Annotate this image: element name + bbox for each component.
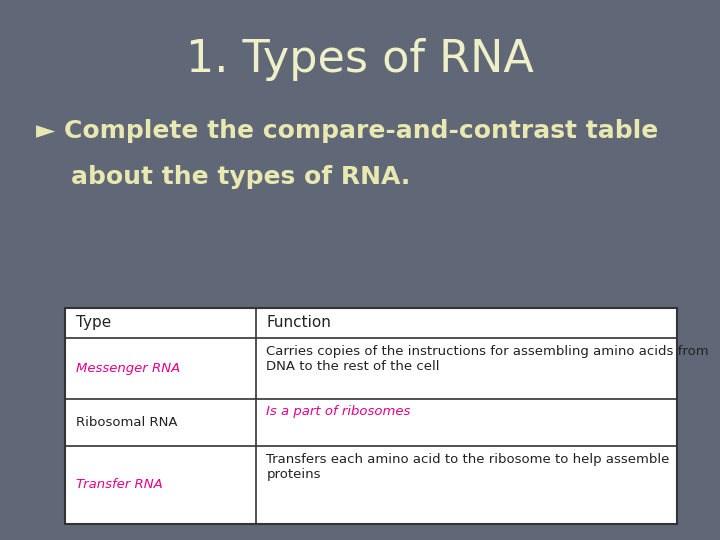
Text: Ribosomal RNA: Ribosomal RNA — [76, 416, 177, 429]
Text: Is a part of ribosomes: Is a part of ribosomes — [266, 405, 411, 418]
Text: 1. Types of RNA: 1. Types of RNA — [186, 38, 534, 81]
Text: Messenger RNA: Messenger RNA — [76, 362, 180, 375]
Text: Transfer RNA: Transfer RNA — [76, 478, 162, 491]
Text: ► Complete the compare-and-contrast table: ► Complete the compare-and-contrast tabl… — [36, 119, 658, 143]
Bar — [65, 308, 677, 524]
Text: about the types of RNA.: about the types of RNA. — [36, 165, 410, 188]
Text: Transfers each amino acid to the ribosome to help assemble
proteins: Transfers each amino acid to the ribosom… — [266, 453, 670, 481]
Text: Carries copies of the instructions for assembling amino acids from
DNA to the re: Carries copies of the instructions for a… — [266, 345, 709, 373]
Text: Type: Type — [76, 315, 111, 330]
Text: Function: Function — [266, 315, 331, 330]
